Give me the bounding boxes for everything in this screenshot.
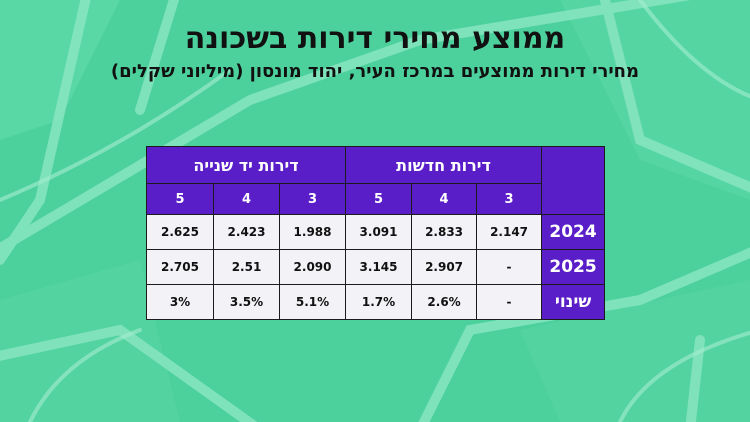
title-block: ממוצע מחירי דירות בשכונה מחירי דירות ממו… — [0, 20, 750, 84]
row-label: 2024 — [541, 214, 606, 250]
group-header-new: דירות חדשות — [345, 146, 543, 184]
table-cell: 2.51 — [213, 249, 281, 285]
rooms-header: 4 — [213, 183, 281, 215]
table-cell: 2.6% — [411, 284, 478, 320]
prices-table-wrap: דירות חדשות דירות יד שנייה 3 4 5 3 4 5 2… — [145, 146, 606, 320]
corner-cell — [541, 146, 606, 215]
table-cell: - — [476, 249, 543, 285]
group-header-row: דירות חדשות דירות יד שנייה — [145, 146, 606, 215]
group-header-second-hand: דירות יד שנייה — [145, 146, 347, 184]
table-cell: 2.625 — [145, 214, 215, 250]
table-cell: 5.1% — [279, 284, 347, 320]
table-row: 2024 2.147 2.833 3.091 1.988 2.423 2.625 — [145, 214, 606, 250]
table-cell: 3.145 — [345, 249, 413, 285]
page-title: ממוצע מחירי דירות בשכונה — [184, 21, 566, 56]
row-label: שינוי — [541, 284, 606, 320]
table-cell: 1.988 — [279, 214, 347, 250]
row-label: 2025 — [541, 249, 606, 285]
table-cell: 3% — [145, 284, 215, 320]
table-cell: - — [476, 284, 543, 320]
rooms-header: 4 — [411, 183, 478, 215]
rooms-header: 3 — [279, 183, 347, 215]
table-cell: 2.705 — [145, 249, 215, 285]
rooms-header-row: 3 4 5 3 4 5 — [145, 183, 605, 215]
rooms-header: 5 — [145, 183, 215, 215]
table-cell: 2.147 — [476, 214, 543, 250]
table-row: שינוי - 2.6% 1.7% 5.1% 3.5% 3% — [145, 284, 606, 320]
table-cell: 2.907 — [411, 249, 478, 285]
table-cell: 2.090 — [279, 249, 347, 285]
page-subtitle: מחירי דירות ממוצעים במרכז העיר, יהוד מונ… — [110, 61, 640, 82]
table-row: 2025 - 2.907 3.145 2.090 2.51 2.705 — [145, 249, 606, 285]
table-cell: 2.833 — [411, 214, 478, 250]
rooms-header: 5 — [345, 183, 413, 215]
rooms-header: 3 — [476, 183, 543, 215]
table-cell: 1.7% — [345, 284, 413, 320]
table-cell: 3.5% — [213, 284, 281, 320]
table-cell: 3.091 — [345, 214, 413, 250]
prices-table: דירות חדשות דירות יד שנייה 3 4 5 3 4 5 2… — [145, 146, 606, 320]
table-cell: 2.423 — [213, 214, 281, 250]
